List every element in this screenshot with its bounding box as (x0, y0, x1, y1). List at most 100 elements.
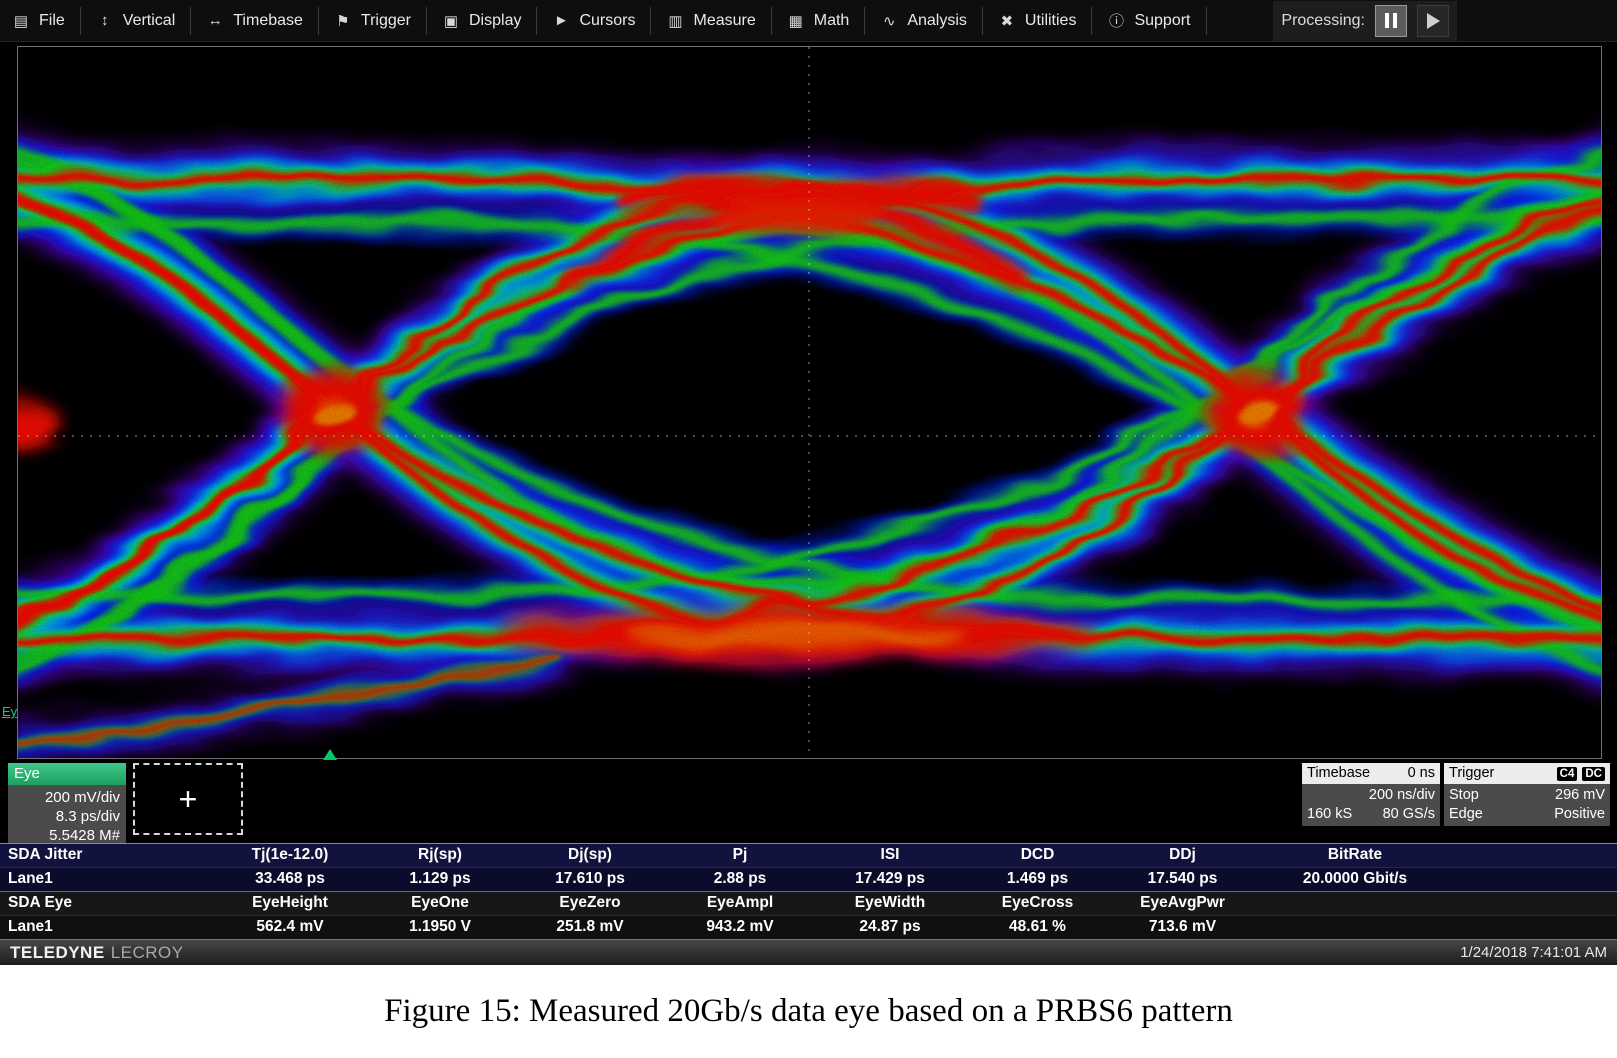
jitter-header-isi: ISI (880, 846, 900, 863)
eye-value-avgpwr: 713.6 mV (1148, 918, 1217, 935)
jitter-header-bitrate: BitRate (1327, 846, 1383, 863)
menu-timebase[interactable]: ↔ Timebase (191, 6, 319, 35)
pause-button[interactable] (1375, 4, 1407, 37)
menu-trigger[interactable]: ⚑ Trigger (319, 6, 427, 35)
menu-bar: ▤ File ↕ Vertical ↔ Timebase ⚑ Trigger ▣… (0, 0, 1617, 42)
eye-horizontal-scale: 8.3 ps/div (55, 808, 120, 825)
eye-diagram-plot (17, 46, 1602, 759)
eye-value-ampl: 943.2 mV (706, 918, 774, 935)
menu-analysis-label: Analysis (907, 11, 967, 29)
menu-vertical-label: Vertical (122, 11, 176, 29)
jitter-header-ddj: DDj (1169, 846, 1196, 863)
trigger-title: Trigger (1449, 765, 1495, 781)
eye-value-width: 24.87 ps (859, 918, 921, 935)
play-button[interactable] (1417, 4, 1449, 37)
eye-header-avgpwr: EyeAvgPwr (1140, 894, 1225, 911)
trigger-source-badge: C4 (1556, 766, 1578, 781)
timebase-offset: 0 ns (1407, 765, 1435, 781)
eye-channel-descriptor[interactable]: Eye 200 mV/div 8.3 ps/div 5.5428 M# (8, 763, 126, 848)
jitter-header-dj: Dj(sp) (568, 846, 612, 863)
trigger-coupling-badge: DC (1582, 766, 1605, 781)
tools-icon: ✖ (1000, 12, 1014, 30)
display-icon: ▣ (443, 12, 459, 30)
jitter-value-dj: 17.610 ps (555, 870, 625, 887)
jitter-header-pj: Pj (732, 846, 748, 863)
trigger-level: 296 mV (1555, 787, 1605, 803)
eye-header-zero: EyeZero (559, 894, 621, 911)
processing-label: Processing: (1281, 11, 1365, 29)
trigger-position-marker[interactable] (323, 749, 337, 760)
eye-value-blank (1255, 916, 1455, 939)
jitter-value-pj: 2.88 ps (713, 870, 767, 887)
menu-measure[interactable]: ▥ Measure (651, 6, 772, 35)
eye-value-cross: 48.61 % (1009, 918, 1066, 935)
trigger-descriptor[interactable]: Trigger C4 DC Stop 296 mV Edge Positive (1444, 763, 1610, 826)
cursor-arrow-icon: ► (554, 12, 569, 29)
play-icon (1426, 12, 1440, 29)
menu-support-label: Support (1134, 11, 1191, 29)
jitter-values-row: Lane1 33.468 ps 1.129 ps 17.610 ps 2.88 … (0, 867, 1617, 891)
eye-header-height: EyeHeight (252, 894, 328, 911)
eye-header-row: SDA Eye EyeHeight EyeOne EyeZero EyeAmpl… (0, 891, 1617, 915)
trigger-flag-icon: ⚑ (336, 12, 350, 30)
jitter-value-bitrate: 20.0000 Gbit/s (1302, 870, 1408, 887)
trigger-slope: Positive (1554, 806, 1605, 822)
timebase-icon: ↔ (207, 12, 223, 29)
eye-value-one: 1.1950 V (408, 918, 472, 935)
plus-icon: + (178, 780, 198, 817)
menu-cursors-label: Cursors (579, 11, 636, 29)
jitter-header-row: SDA Jitter Tj(1e-12.0) Rj(sp) Dj(sp) Pj … (0, 843, 1617, 867)
measurement-table: SDA Jitter Tj(1e-12.0) Rj(sp) Dj(sp) Pj … (0, 843, 1617, 940)
trigger-mode: Stop (1449, 787, 1479, 803)
jitter-header-tj: Tj(1e-12.0) (251, 846, 329, 863)
eye-header-blank (1255, 892, 1455, 915)
eye-sweep-count: 5.5428 M# (49, 827, 120, 844)
eye-section-label: SDA Eye (8, 894, 73, 911)
timebase-samples: 160 kS (1307, 806, 1353, 822)
menu-cursors[interactable]: ► Cursors (537, 6, 652, 35)
timebase-scale: 200 ns/div (1368, 787, 1435, 803)
eye-header-one: EyeOne (411, 894, 469, 911)
eye-header-cross: EyeCross (1001, 894, 1074, 911)
eye-vertical-scale: 200 mV/div (44, 789, 120, 806)
info-icon: ⓘ (1108, 13, 1124, 30)
trigger-type: Edge (1449, 806, 1483, 822)
menu-math[interactable]: ▦ Math (772, 6, 866, 35)
status-bar: TELEDYNE LECROY 1/24/2018 7:41:01 AM (0, 939, 1617, 965)
jitter-value-ddj: 17.540 ps (1147, 870, 1218, 887)
measure-icon: ▥ (668, 12, 683, 30)
jitter-value-isi: 17.429 ps (855, 870, 925, 887)
oscilloscope-screen: ▤ File ↕ Vertical ↔ Timebase ⚑ Trigger ▣… (0, 0, 1617, 965)
brand-teledyne: TELEDYNE (10, 942, 105, 962)
menu-file[interactable]: ▤ File (0, 6, 81, 35)
menu-vertical[interactable]: ↕ Vertical (81, 6, 192, 35)
menu-utilities-label: Utilities (1024, 11, 1077, 29)
menu-file-label: File (39, 11, 65, 29)
timebase-rate: 80 GS/s (1382, 806, 1435, 822)
eye-values-row: Lane1 562.4 mV 1.1950 V 251.8 mV 943.2 m… (0, 915, 1617, 940)
menu-support[interactable]: ⓘ Support (1092, 6, 1207, 35)
eye-value-zero: 251.8 mV (556, 918, 624, 935)
menu-trigger-label: Trigger (360, 11, 411, 29)
menu-display[interactable]: ▣ Display (427, 6, 538, 35)
jitter-value-dcd: 1.469 ps (1006, 870, 1069, 887)
menu-utilities[interactable]: ✖ Utilities (983, 6, 1093, 35)
add-trace-box[interactable]: + (133, 763, 243, 835)
jitter-header-dcd: DCD (1020, 846, 1055, 863)
eye-header-ampl: EyeAmpl (706, 894, 774, 911)
timebase-descriptor[interactable]: Timebase 0 ns 200 ns/div 160 kS 80 GS/s (1302, 763, 1440, 826)
chart-icon: ∿ (883, 12, 896, 30)
menu-timebase-label: Timebase (233, 11, 303, 29)
datetime-stamp: 1/24/2018 7:41:01 AM (1460, 944, 1607, 961)
menu-display-label: Display (469, 11, 522, 29)
jitter-value-tj: 33.468 ps (255, 870, 325, 887)
jitter-lane-label: Lane1 (8, 870, 53, 887)
menu-analysis[interactable]: ∿ Analysis (865, 6, 983, 35)
jitter-section-label: SDA Jitter (8, 846, 83, 863)
figure-caption: Figure 15: Measured 20Gb/s data eye base… (0, 965, 1617, 1058)
menu-measure-label: Measure (693, 11, 756, 29)
vertical-icon: ↕ (101, 12, 109, 29)
eye-value-height: 562.4 mV (256, 918, 324, 935)
menu-math-label: Math (813, 11, 850, 29)
